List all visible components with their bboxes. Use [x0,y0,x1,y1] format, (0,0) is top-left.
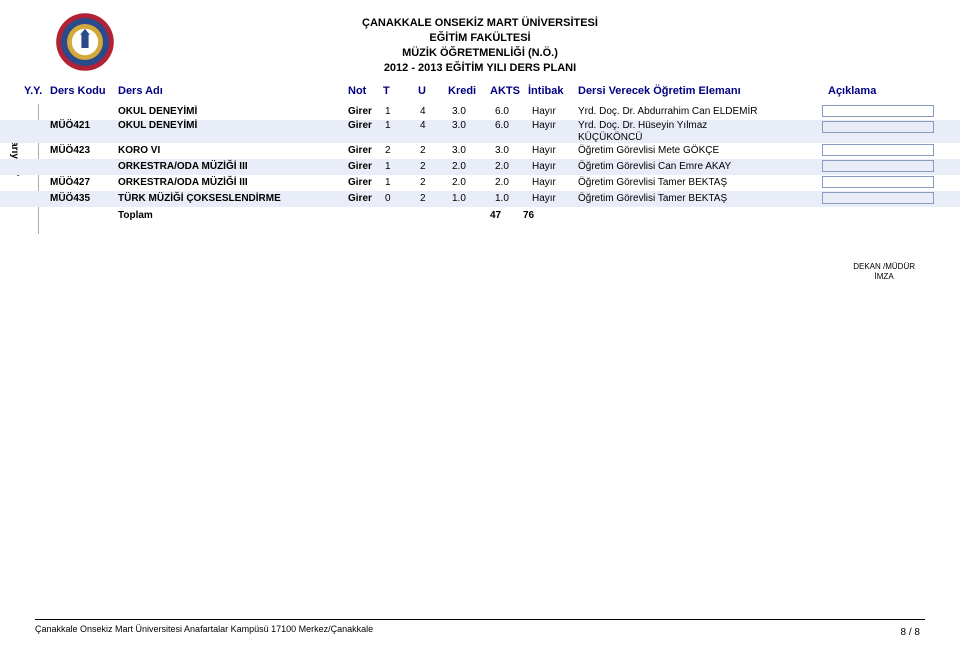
total-row: Toplam 47 76 [0,207,960,225]
table-row: ORKESTRA/ODA MÜZİĞİ III Girer 1 2 2.0 2.0 Hayı… [0,159,960,175]
col-dersi-verecek: Dersi Verecek Öğretim Elemanı [578,85,741,97]
cell-name: OKUL DENEYİMİ [118,104,197,120]
col-ders-kodu: Ders Kodu [50,85,106,97]
signature-label: İMZA [853,272,915,282]
header-line-3: MÜZİK ÖĞRETMENLİĞİ (N.Ö.) [0,46,960,61]
table-row: MÜÖ423 KORO VI Girer 2 2 3.0 3.0 Hayır Öğretim G… [0,143,960,159]
cell-kredi: 3.0 [452,143,466,159]
cell-u: 4 [420,104,426,120]
table-row: OKUL DENEYİMİ Girer 1 4 3.0 6.0 Hayır Yrd. Doç.… [0,104,960,120]
cell-kredi: 3.0 [452,104,466,120]
cell-t: 1 [385,104,391,120]
cell-akts: 1.0 [495,191,509,207]
cell-aciklama-box [822,121,934,133]
cell-intibak: Hayır [532,159,556,175]
cell-aciklama-box [822,160,934,172]
cell-aciklama-box [822,105,934,117]
cell-kredi: 2.0 [452,175,466,191]
col-not: Not [348,85,366,97]
cell-not: Girer [348,159,372,175]
cell-u: 2 [420,191,426,207]
cell-intibak: Hayır [532,191,556,207]
cell-akts: 2.0 [495,175,509,191]
cell-akts: 6.0 [495,120,509,132]
cell-kredi: 2.0 [452,159,466,175]
col-akts: AKTS [490,85,520,97]
cell-kredi: 1.0 [452,191,466,207]
cell-name: KORO VI [118,143,160,159]
signature-block: DEKAN /MÜDÜR İMZA [853,262,915,281]
cell-intibak: Hayır [532,120,556,132]
table-row: MÜÖ435 TÜRK MÜZİĞİ ÇOKSESLENDİRME Girer 0 2 1… [0,191,960,207]
cell-aciklama-box [822,192,934,204]
cell-not: Girer [348,191,372,207]
cell-name: TÜRK MÜZİĞİ ÇOKSESLENDİRME [118,191,281,207]
footer-divider [35,619,925,620]
cell-t: 1 [385,175,391,191]
header-line-1: ÇANAKKALE ONSEKİZ MART ÜNİVERSİTESİ [0,16,960,31]
document-header: ÇANAKKALE ONSEKİZ MART ÜNİVERSİTESİ EĞİT… [0,16,960,75]
cell-code: MÜÖ421 [50,120,90,132]
signature-title: DEKAN /MÜDÜR [853,262,915,272]
cell-t: 0 [385,191,391,207]
table-row: MÜÖ421 OKUL DENEYİMİ Girer 1 4 3.0 6.0 Hayır Yrd… [0,120,960,143]
cell-aciklama-box [822,176,934,188]
cell-kredi: 3.0 [452,120,466,132]
cell-u: 2 [420,143,426,159]
cell-not: Girer [348,143,372,159]
cell-code: MÜÖ427 [50,175,90,191]
col-intibak: İntibak [528,85,563,97]
course-table: OKUL DENEYİMİ Girer 1 4 3.0 6.0 Hayır Yrd. Doç.… [0,104,960,225]
cell-t: 1 [385,159,391,175]
cell-intibak: Hayır [532,175,556,191]
cell-not: Girer [348,104,372,120]
table-row: MÜÖ427 ORKESTRA/ODA MÜZİĞİ III Girer 1 2 2.0 2… [0,175,960,191]
cell-not: Girer [348,120,372,132]
cell-name: OKUL DENEYİMİ [118,120,197,132]
cell-t: 2 [385,143,391,159]
cell-intibak: Hayır [532,143,556,159]
col-yy: Y.Y. [24,85,42,97]
footer-address: Çanakkale Onsekiz Mart Üniversitesi Anaf… [35,624,373,634]
col-aciklama: Açıklama [828,85,876,97]
header-line-2: EĞİTİM FAKÜLTESİ [0,31,960,46]
col-kredi: Kredi [448,85,476,97]
cell-u: 2 [420,175,426,191]
cell-akts: 3.0 [495,143,509,159]
cell-u: 4 [420,120,426,132]
cell-eleman: Öğretim Görevlisi Mete GÖKÇE [578,143,719,159]
total-value-b: 76 [523,207,534,225]
cell-name: ORKESTRA/ODA MÜZİĞİ III [118,159,248,175]
header-line-4: 2012 - 2013 EĞİTİM YILI DERS PLANI [0,61,960,76]
cell-akts: 2.0 [495,159,509,175]
page-root: ÇANAKKALE ONSEKİZ MART ÜNİVERSİTESİ EĞİT… [0,0,960,658]
table-column-headers: Y.Y. Ders Kodu Ders Adı Not T U Kredi AK… [0,85,960,103]
cell-eleman: Öğretim Görevlisi Can Emre AKAY [578,159,731,175]
cell-name: ORKESTRA/ODA MÜZİĞİ III [118,175,248,191]
total-value-a: 47 [490,207,501,225]
cell-t: 1 [385,120,391,132]
col-u: U [418,85,426,97]
col-ders-adi: Ders Adı [118,85,163,97]
total-label: Toplam [118,207,153,225]
cell-code: MÜÖ435 [50,191,90,207]
cell-eleman: Öğretim Görevlisi Tamer BEKTAŞ [578,191,727,207]
cell-code: MÜÖ423 [50,143,90,159]
col-t: T [383,85,390,97]
cell-intibak: Hayır [532,104,556,120]
cell-eleman: Yrd. Doç. Dr. Hüseyin Yılmaz KÜÇÜKÖNCÜ [578,120,707,144]
cell-eleman: Yrd. Doç. Dr. Abdurrahim Can ELDEMİR [578,104,758,120]
cell-aciklama-box [822,144,934,156]
page-number: 8 / 8 [901,627,920,638]
cell-u: 2 [420,159,426,175]
cell-eleman: Öğretim Görevlisi Tamer BEKTAŞ [578,175,727,191]
cell-not: Girer [348,175,372,191]
cell-akts: 6.0 [495,104,509,120]
